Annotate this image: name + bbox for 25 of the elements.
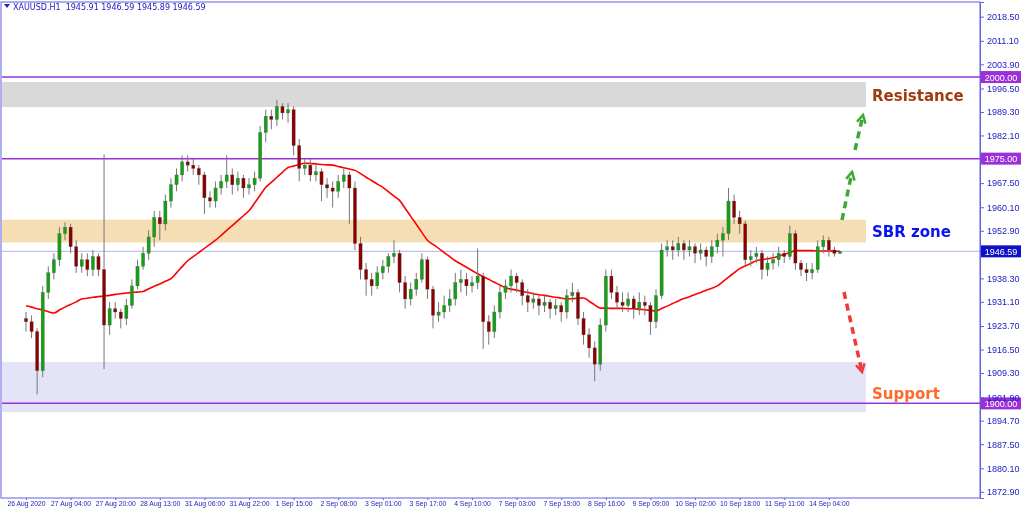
y-tick-label: 1989.30 xyxy=(987,107,1020,118)
band-label: SBR zone xyxy=(872,223,951,242)
y-tick-label: 1880.10 xyxy=(987,463,1020,474)
y-tick-label: 1887.50 xyxy=(987,439,1020,450)
ref-line-label: 1946.59 xyxy=(984,246,1018,257)
y-tick-label: 1952.90 xyxy=(987,226,1020,237)
y-tick-label: 1909.30 xyxy=(987,368,1020,379)
y-tick-label: 1872.90 xyxy=(987,487,1020,498)
y-tick-label: 1960.10 xyxy=(987,202,1020,213)
y-tick-label: 1967.50 xyxy=(987,178,1020,189)
y-tick-label: 1996.50 xyxy=(987,83,1020,94)
y-tick-label: 1982.10 xyxy=(987,130,1020,141)
y-tick-label: 1938.30 xyxy=(987,273,1020,284)
y-tick-label: 2011.10 xyxy=(987,36,1019,47)
y-tick-label: 1931.10 xyxy=(987,297,1020,308)
band-label: Support xyxy=(872,385,940,404)
y-tick-label: 2018.50 xyxy=(987,12,1020,23)
ref-line-label: 1975.00 xyxy=(984,154,1018,165)
y-tick-label: 2003.90 xyxy=(987,59,1020,70)
y-tick-label: 1923.70 xyxy=(987,321,1020,332)
chart-title: XAUUSD.H1 1945.91 1946.59 1945.89 1946.59 xyxy=(13,3,206,12)
y-tick-label: 1894.70 xyxy=(987,416,1020,427)
y-tick-label: 1916.50 xyxy=(987,344,1020,355)
band-label: Resistance xyxy=(872,86,964,105)
ref-line-label: 2000.00 xyxy=(984,72,1018,83)
